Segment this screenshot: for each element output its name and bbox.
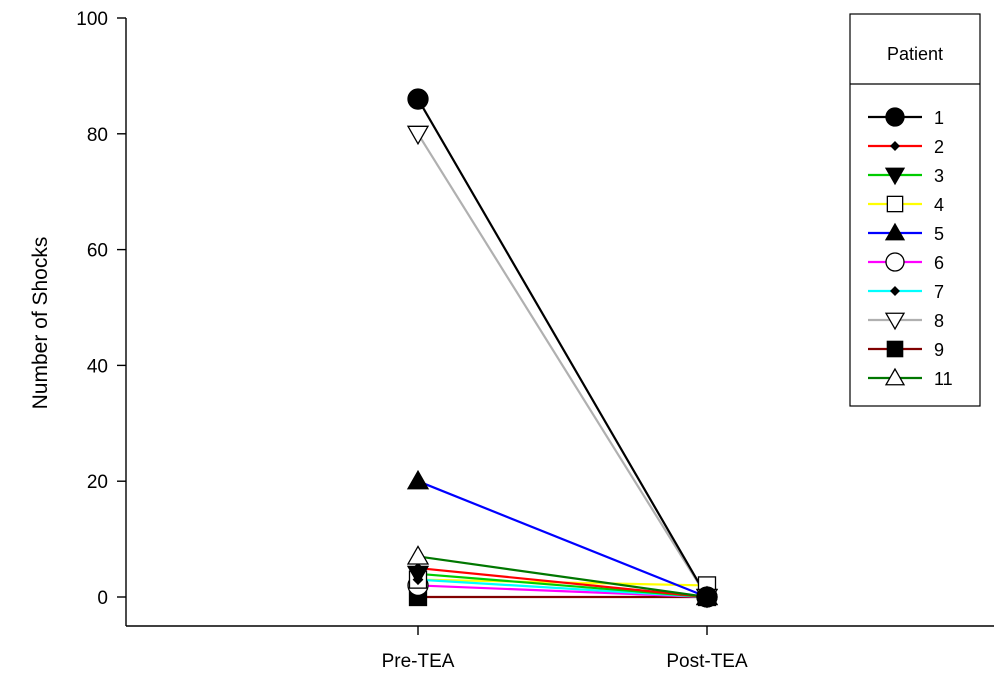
legend-item: 9 [868,340,944,360]
legend-item: 4 [868,195,944,215]
y-tick-label: 100 [76,9,108,30]
legend-marker [884,167,906,186]
legend-label: 4 [934,195,944,215]
x-tick-label: Post-TEA [666,651,748,672]
legend-item: 6 [868,252,944,273]
legend-marker [884,367,906,386]
legend-item: 11 [868,367,953,389]
data-point-patient-8 [406,125,430,146]
legend-item: 7 [868,282,944,302]
legend-items: 1 2 3 4 5 6 7 8 9 11 [868,107,953,389]
legend-label: 9 [934,340,944,360]
series-line-patient-8 [417,133,708,598]
y-axis-title: Number of Shocks [29,237,52,410]
legend-label: 8 [934,311,944,331]
legend-label: 6 [934,253,944,273]
legend-item: 8 [868,311,944,331]
legend-marker [884,222,906,241]
data-point-patient-11 [406,545,430,565]
legend-marker [884,312,906,331]
legend-item: 2 [868,137,944,157]
plot-area [406,88,719,609]
series-line-patient-2 [417,566,708,599]
series-line-patient-11 [417,555,708,599]
series-line-patient-5 [417,480,708,599]
y-tick-label: 80 [87,125,108,146]
legend: Patient 1 2 3 4 5 6 7 8 9 11 [849,13,981,407]
legend-marker [885,107,905,127]
legend-label: 2 [934,137,944,157]
legend-marker [885,252,905,272]
x-tick-label: Pre-TEA [382,651,455,672]
data-point-patient-1 [696,586,718,608]
legend-title: Patient [887,44,943,64]
legend-label: 3 [934,166,944,186]
y-tick-label: 40 [87,356,108,377]
series-line-patient-1 [417,98,708,598]
legend-box [849,13,981,407]
y-tick-label: 20 [87,472,108,493]
legend-marker [890,141,900,151]
axes: 0 20 40 60 80 100 Pre-TEA Post-TEA [76,9,994,672]
y-tick-label: 0 [97,588,108,609]
data-point-patient-5 [406,469,430,490]
legend-item: 3 [868,166,944,186]
legend-label: 7 [934,282,944,302]
data-point-patient-2 [412,562,424,574]
legend-marker [890,286,900,296]
legend-marker [886,340,904,358]
y-tick-label: 60 [87,241,108,262]
legend-label: 5 [934,224,944,244]
legend-item: 5 [868,222,944,244]
legend-marker [886,195,904,213]
legend-label: 11 [934,369,953,389]
legend-item: 1 [868,107,944,128]
legend-label: 1 [934,108,944,128]
data-point-patient-1 [407,88,429,110]
